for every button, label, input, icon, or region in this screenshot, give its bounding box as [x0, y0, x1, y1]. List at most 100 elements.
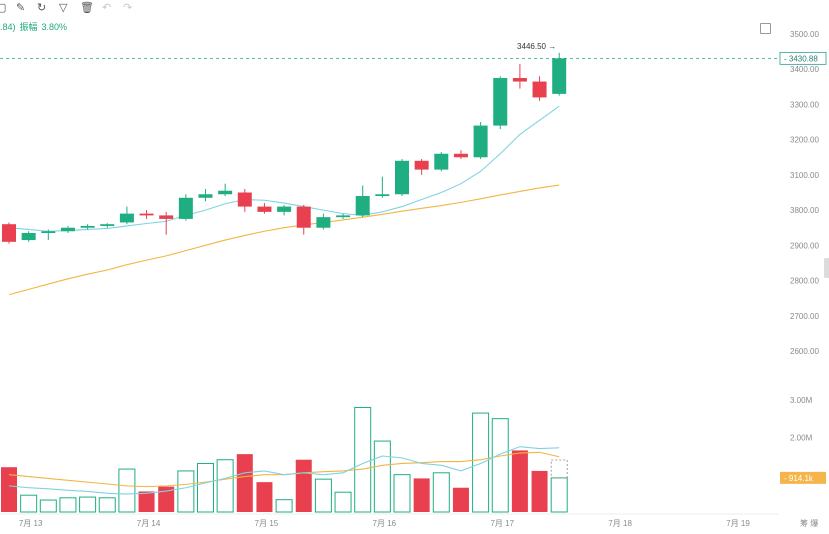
candle	[80, 224, 95, 230]
volume-ma-short-line	[8, 446, 560, 495]
expand-icon[interactable]	[760, 23, 771, 34]
volume-bar	[216, 459, 234, 513]
candle	[218, 183, 233, 197]
candle	[159, 211, 174, 235]
candle-body	[552, 58, 567, 94]
price-tick-label: 2800.00	[790, 277, 819, 286]
candle-body	[296, 206, 311, 228]
price-tick-label: 3400.00	[790, 65, 819, 74]
candle-body	[139, 213, 154, 216]
candle-body	[178, 197, 193, 219]
volume-bar	[393, 474, 411, 513]
x-tick-label: 7月 18	[608, 519, 632, 528]
candle-body	[532, 81, 547, 98]
candle	[355, 185, 370, 218]
volume-bar	[275, 499, 293, 513]
candle-body	[336, 215, 351, 218]
candle-body	[434, 153, 449, 170]
candle-body	[119, 213, 134, 223]
undo-icon[interactable]: ↶	[102, 2, 112, 14]
candle-body	[60, 227, 75, 232]
toolbar: ▢ ✎ ↻ ▽ 🗑 ↶ ↷	[0, 0, 160, 18]
candle	[453, 150, 468, 160]
x-tick-label: 7月 16	[373, 519, 397, 528]
candle	[178, 194, 193, 221]
candle	[60, 225, 75, 234]
candle-body	[375, 194, 390, 197]
amplitude-label: 振幅	[19, 22, 38, 32]
candle	[434, 151, 449, 172]
current-price-tag-label: - 3430.88	[784, 54, 818, 63]
candle-body	[395, 160, 409, 195]
candle-body	[493, 78, 508, 126]
volume-tag-label: - 914.1k	[784, 474, 814, 483]
candle-body	[218, 190, 233, 195]
candle-body	[512, 78, 527, 82]
trash-icon[interactable]: 🗑	[80, 2, 94, 14]
candle	[41, 229, 56, 241]
volume-bar	[511, 450, 528, 512]
current-price-tag-box	[779, 51, 827, 65]
candle-body	[100, 224, 115, 226]
candle	[336, 213, 351, 219]
candle	[139, 210, 154, 219]
ma-long-line	[8, 184, 560, 296]
x-tick-label: 7月 15	[255, 519, 279, 528]
volume-bar	[1, 467, 17, 512]
volume-bar	[20, 494, 38, 513]
price-tick-label: 3200.00	[790, 136, 819, 145]
volume-tick-label: 3.00M	[790, 396, 813, 405]
candle	[552, 52, 567, 96]
candle	[493, 76, 508, 130]
price-tick-label: 3500.00	[790, 30, 819, 39]
volume-bar	[491, 418, 509, 513]
volume-bar	[59, 497, 77, 513]
candle	[473, 122, 488, 160]
volume-tag: - 914.1k	[780, 471, 826, 484]
candle	[296, 204, 311, 235]
volume-bar	[354, 406, 372, 513]
candle	[532, 76, 547, 101]
x-tick-label: 7月 19	[726, 519, 750, 528]
candle-body	[21, 233, 36, 241]
candle	[198, 188, 213, 202]
draw-icon[interactable]: ↻	[37, 2, 47, 14]
candle	[414, 159, 429, 175]
volume-bar	[452, 487, 469, 512]
filter-icon[interactable]: ▽	[59, 2, 68, 14]
volume-bar	[472, 412, 490, 513]
candle-body	[80, 225, 95, 228]
price-tick-label: 3300.00	[790, 100, 819, 109]
volume-bar	[118, 468, 136, 513]
volume-bar	[314, 478, 332, 513]
candle-body	[237, 192, 252, 207]
candle	[395, 159, 409, 197]
x-tick-label: 7月 14	[137, 519, 161, 528]
note-icon[interactable]: ✎	[16, 2, 26, 14]
volume-bar	[550, 477, 568, 513]
max-price-label: 3446.50 →	[517, 42, 556, 51]
info-left-fragment: .84)	[0, 22, 16, 32]
volume-tag-box	[780, 471, 826, 484]
candle-body	[277, 206, 292, 212]
candle-body	[41, 231, 56, 234]
price-tick-label: 3800.00	[790, 206, 819, 215]
volume-bar	[334, 491, 352, 513]
candle-body	[453, 153, 468, 158]
volume-bar	[98, 497, 116, 513]
redo-icon[interactable]: ↷	[123, 2, 133, 14]
panel-handle[interactable]	[824, 258, 829, 278]
axis-corner-label: 筹 爆	[800, 518, 818, 528]
volume-bar	[177, 470, 195, 513]
amplitude-value: 3.80%	[41, 22, 68, 32]
candle	[100, 223, 115, 228]
window-icon[interactable]: ▢	[0, 2, 7, 14]
candle	[512, 63, 527, 89]
current-price-tag: - 3430.88	[779, 51, 827, 65]
candle	[277, 204, 292, 216]
candle	[375, 176, 390, 198]
candle	[237, 188, 252, 212]
candle	[119, 206, 134, 225]
price-tick-label: 2700.00	[790, 312, 819, 321]
x-tick-label: 7月 13	[19, 519, 43, 528]
